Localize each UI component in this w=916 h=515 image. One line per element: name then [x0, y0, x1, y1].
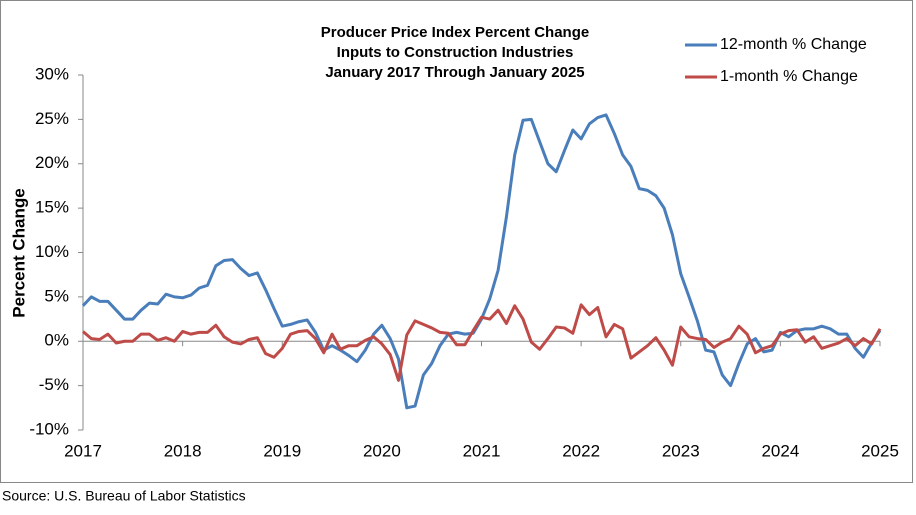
y-tick-label: 15% [35, 198, 69, 217]
y-axis-label: Percent Change [9, 188, 28, 317]
y-tick-label: 5% [44, 286, 69, 305]
legend-label: 12-month % Change [720, 36, 867, 53]
x-tick-label: 2024 [761, 441, 799, 460]
legend-label: 1-month % Change [720, 68, 858, 85]
x-tick-label: 2017 [64, 441, 102, 460]
y-tick-label: 30% [35, 64, 69, 83]
x-tick-label: 2018 [164, 441, 202, 460]
y-tick-label: 0% [44, 331, 69, 350]
source-note: Source: U.S. Bureau of Labor Statistics [2, 488, 246, 504]
y-tick-label: -5% [39, 375, 69, 394]
chart-title: Producer Price Index Percent Change [321, 24, 589, 41]
x-tick-label: 2023 [662, 441, 700, 460]
x-tick-label: 2022 [562, 441, 600, 460]
y-tick-label: -10% [29, 419, 69, 438]
y-tick-label: 25% [35, 109, 69, 128]
x-tick-label: 2019 [263, 441, 301, 460]
data-line [82, 303, 882, 382]
x-tick-label: 2021 [463, 441, 501, 460]
y-tick-label: 20% [35, 153, 69, 172]
chart-border [0, 0, 913, 483]
y-tick-label: 10% [35, 242, 69, 261]
data-line [81, 113, 882, 410]
x-tick-label: 2020 [363, 441, 401, 460]
x-tick-label: 2025 [861, 441, 899, 460]
chart-title: January 2017 Through January 2025 [325, 64, 584, 81]
chart-title: Inputs to Construction Industries [337, 44, 574, 61]
